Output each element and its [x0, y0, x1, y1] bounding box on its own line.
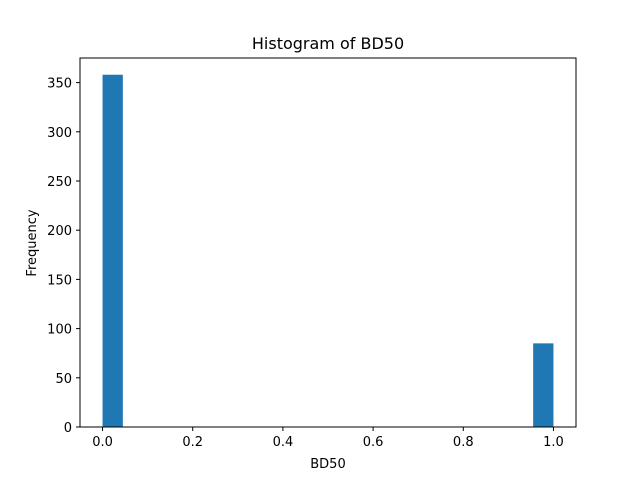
y-tick-label: 150	[47, 273, 72, 288]
y-tick-label: 100	[47, 323, 72, 338]
y-tick-label: 50	[55, 372, 72, 387]
x-tick-label: 0.4	[273, 435, 294, 450]
x-tick-label: 1.0	[543, 435, 564, 450]
x-tick-label: 0.8	[453, 435, 474, 450]
y-tick-label: 250	[47, 175, 72, 190]
histogram-bar-0	[102, 74, 123, 427]
y-tick-label: 200	[47, 224, 72, 239]
x-tick-label: 0.6	[363, 435, 384, 450]
x-tick-label: 0.2	[182, 435, 203, 450]
y-tick-label: 300	[47, 126, 72, 141]
histogram-bar-1	[533, 343, 554, 427]
y-axis-label: Frequency	[25, 209, 40, 276]
plot-frame	[79, 57, 577, 428]
y-axis-ticks: 0 50 100 150 200 250 300 350	[47, 77, 80, 436]
chart-title: Histogram of BD50	[252, 34, 404, 53]
y-tick-label: 0	[64, 421, 72, 436]
x-axis-ticks: 0.0 0.2 0.4 0.6 0.8 1.0	[92, 427, 564, 450]
x-tick-label: 0.0	[92, 435, 113, 450]
bars-layer	[102, 74, 554, 427]
x-axis-label: BD50	[310, 457, 345, 472]
y-tick-label: 350	[47, 77, 72, 92]
